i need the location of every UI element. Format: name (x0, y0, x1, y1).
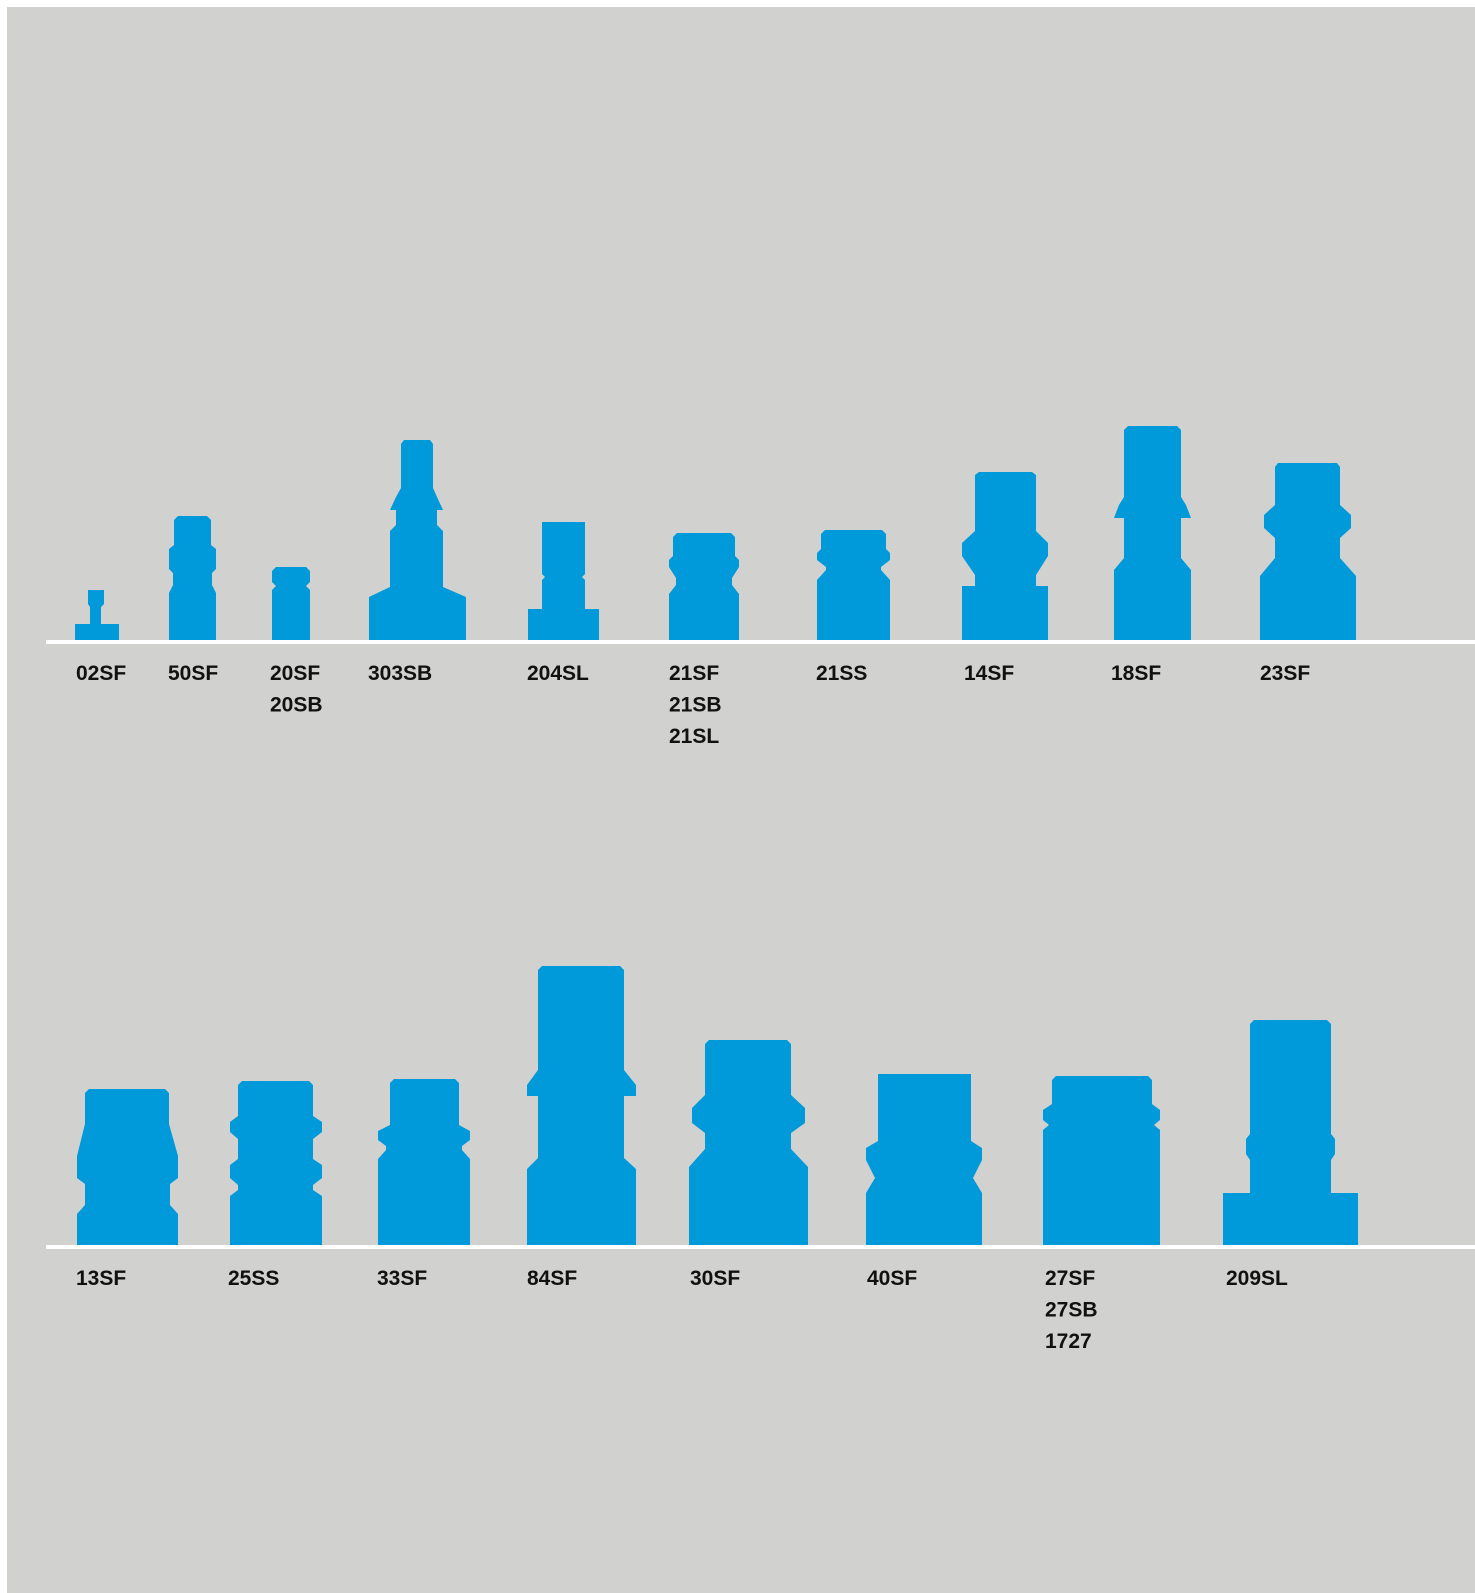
fitting-labels: 02SF 50SF 20SF 20SB 303SB 204SL 21SF 21SB 21SL 21… (76, 662, 1310, 1353)
fitting-profile-20sf (272, 567, 310, 640)
fitting-profile-84sf (527, 966, 636, 1245)
fitting-profile-21sf (669, 533, 739, 640)
fitting-profile-27sf (1043, 1076, 1160, 1245)
catalog-panel (7, 7, 1475, 1593)
fitting-profile-21ss (817, 530, 890, 640)
fitting-label-50sf: 50SF (168, 662, 218, 685)
fitting-label-21sl: 21SL (669, 725, 719, 748)
fitting-label-1727: 1727 (1045, 1330, 1092, 1353)
fitting-label-84sf: 84SF (527, 1267, 577, 1290)
fitting-label-27sf: 27SF (1045, 1267, 1095, 1290)
fitting-profile-33sf (378, 1079, 470, 1245)
fitting-label-13sf: 13SF (76, 1267, 126, 1290)
fitting-label-40sf: 40SF (867, 1267, 917, 1290)
fitting-label-14sf: 14SF (964, 662, 1014, 685)
fitting-label-303sb: 303SB (368, 662, 432, 685)
fitting-profile-303sb (369, 440, 466, 640)
row-1-baseline (46, 640, 1475, 644)
row-2-baseline (46, 1245, 1475, 1249)
fitting-label-21sf: 21SF (669, 662, 719, 685)
fitting-label-21sb: 21SB (669, 694, 722, 717)
fitting-profile-02sf (75, 590, 119, 640)
fitting-label-23sf: 23SF (1260, 662, 1310, 685)
fitting-profile-23sf (1260, 463, 1356, 640)
fitting-profile-14sf (962, 472, 1048, 640)
fitting-label-209sl: 209SL (1226, 1267, 1288, 1290)
fitting-profile-50sf (169, 516, 216, 640)
fitting-label-20sb: 20SB (270, 694, 323, 717)
fitting-label-33sf: 33SF (377, 1267, 427, 1290)
fitting-profile-13sf (77, 1089, 178, 1245)
fitting-profile-30sf (689, 1040, 808, 1245)
fitting-shapes (75, 426, 1358, 1245)
fitting-profile-209sl (1223, 1020, 1358, 1245)
fitting-profile-25ss (230, 1081, 322, 1245)
fitting-label-02sf: 02SF (76, 662, 126, 685)
fitting-profile-40sf (866, 1074, 982, 1245)
fitting-label-20sf: 20SF (270, 662, 320, 685)
fitting-label-18sf: 18SF (1111, 662, 1161, 685)
fitting-label-30sf: 30SF (690, 1267, 740, 1290)
fitting-label-204sl: 204SL (527, 662, 589, 685)
fitting-label-21ss: 21SS (816, 662, 867, 685)
fitting-profile-204sl (528, 522, 599, 640)
fitting-label-25ss: 25SS (228, 1267, 279, 1290)
fitting-label-27sb: 27SB (1045, 1299, 1098, 1322)
fitting-profile-18sf (1114, 426, 1191, 640)
